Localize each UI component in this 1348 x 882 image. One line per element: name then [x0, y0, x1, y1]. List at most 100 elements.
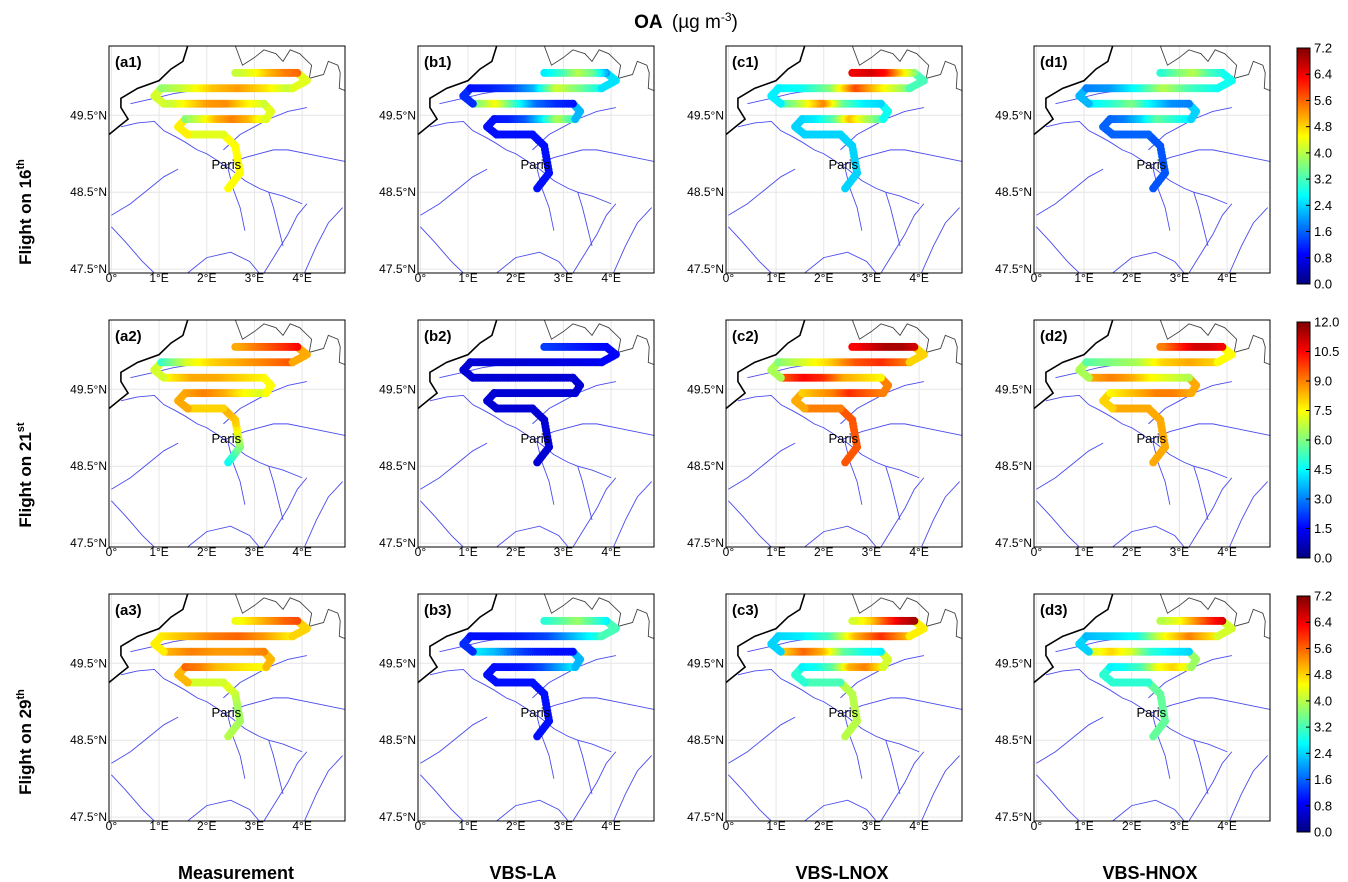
y-tick-label: 47.5°N	[687, 262, 724, 276]
country-border	[1159, 46, 1270, 92]
map-panel-d1: Paris (d1) 0° 1°E 2°E 3°E 4°E 47.5°N 48.5°N 49.5°…	[995, 45, 1271, 285]
flight-track	[767, 616, 928, 741]
x-tick-label: 4°E	[909, 819, 928, 833]
x-tick-label: 2°E	[506, 271, 525, 285]
river-line	[885, 740, 901, 795]
river-line	[844, 169, 863, 231]
river-line	[804, 799, 877, 821]
country-border	[1159, 320, 1270, 366]
flight-track	[1075, 68, 1236, 193]
river-line	[885, 192, 901, 247]
river-line	[1229, 207, 1268, 273]
y-tick-label: 48.5°N	[687, 733, 724, 747]
y-tick-label: 49.5°N	[379, 656, 416, 670]
map-frame	[1033, 593, 1271, 822]
track-point	[848, 616, 857, 625]
country-border	[851, 46, 962, 92]
x-tick-label: 3°E	[1170, 271, 1189, 285]
river-line	[880, 751, 925, 821]
track-point	[848, 68, 857, 77]
river-line	[120, 668, 303, 753]
map-panel-c2: Paris (c2) 0° 1°E 2°E 3°E 4°E 47.5°N 48.5°N 49.5°…	[687, 319, 963, 559]
river-line	[263, 477, 308, 547]
river-line	[921, 207, 960, 273]
colorbar-tick-label: 1.6	[1314, 224, 1332, 239]
river-line	[1193, 466, 1209, 521]
colorbar-tick-label: 4.8	[1314, 119, 1332, 134]
river-line	[420, 168, 488, 216]
flight-track	[459, 68, 620, 193]
river-line	[1150, 149, 1270, 166]
river-line	[572, 203, 617, 273]
river-line	[534, 149, 654, 166]
river-line	[737, 120, 920, 205]
x-tick-label: 1°E	[149, 545, 168, 559]
country-border	[234, 594, 345, 640]
river-line	[885, 466, 901, 521]
y-tick-label: 49.5°N	[379, 382, 416, 396]
colorbar-gradient	[1296, 595, 1311, 833]
river-line	[268, 466, 284, 521]
coastline	[418, 594, 498, 684]
y-tick-label: 47.5°N	[687, 536, 724, 550]
colorbar-tick-label: 0.0	[1314, 825, 1332, 840]
x-tick-label: 3°E	[1170, 819, 1189, 833]
river-line	[577, 740, 593, 795]
river-line	[263, 751, 308, 821]
flight-track	[150, 616, 311, 741]
x-tick-label: 3°E	[245, 271, 264, 285]
flight-track	[150, 68, 311, 193]
map-panels: Paris (a1) 0° 1°E 2°E 3°E 4°E 47.5°N 48.5°N 49.5°…	[70, 45, 1271, 833]
colorbar-tick-label: 4.0	[1314, 145, 1332, 160]
river-line	[429, 394, 612, 479]
coastline	[1034, 46, 1114, 136]
map-panel-a2: Paris (a2) 0° 1°E 2°E 3°E 4°E 47.5°N 48.5°N 49.5°…	[70, 319, 346, 559]
river-line	[880, 203, 925, 273]
panel-label: (d2)	[1040, 328, 1068, 345]
river-line	[420, 500, 464, 547]
colorbar-tick-label: 0.8	[1314, 250, 1332, 265]
river-line	[420, 716, 488, 764]
river-line	[1193, 192, 1209, 247]
map-panel-a3: Paris (a3) 0° 1°E 2°E 3°E 4°E 47.5°N 48.5°N 49.5°…	[70, 593, 346, 833]
city-label-paris: Paris	[212, 705, 242, 720]
map-panel-d2: Paris (d2) 0° 1°E 2°E 3°E 4°E 47.5°N 48.5°N 49.5°…	[995, 319, 1271, 559]
river-line	[1045, 394, 1228, 479]
y-tick-label: 48.5°N	[379, 459, 416, 473]
y-tick-label: 49.5°N	[70, 108, 107, 122]
river-line	[804, 251, 877, 273]
y-tick-label: 49.5°N	[995, 382, 1032, 396]
x-tick-label: 4°E	[1217, 819, 1236, 833]
river-line	[921, 481, 960, 547]
x-tick-label: 3°E	[245, 545, 264, 559]
river-line	[111, 442, 179, 490]
y-tick-label: 47.5°N	[687, 810, 724, 824]
x-tick-label: 4°E	[601, 271, 620, 285]
x-tick-label: 4°E	[1217, 545, 1236, 559]
coastline	[109, 594, 189, 684]
y-tick-label: 48.5°N	[379, 733, 416, 747]
river-line	[420, 774, 464, 821]
river-line	[225, 149, 345, 166]
colorbar-tick-label: 0.8	[1314, 798, 1332, 813]
y-tick-label: 48.5°N	[995, 185, 1032, 199]
city-label-paris: Paris	[1137, 705, 1167, 720]
river-line	[225, 697, 345, 714]
river-line	[577, 466, 593, 521]
river-line	[120, 394, 303, 479]
river-line	[536, 169, 555, 231]
y-tick-label: 47.5°N	[995, 536, 1032, 550]
x-tick-label: 2°E	[197, 819, 216, 833]
river-line	[1188, 477, 1233, 547]
y-tick-label: 47.5°N	[995, 262, 1032, 276]
panel-label: (d1)	[1040, 54, 1068, 71]
x-tick-label: 1°E	[1074, 271, 1093, 285]
x-tick-label: 1°E	[1074, 819, 1093, 833]
colorbar-tick-label: 0.0	[1314, 551, 1332, 566]
colorbar-tick-label: 3.2	[1314, 172, 1332, 187]
country-border	[543, 320, 654, 366]
river-line	[420, 442, 488, 490]
map-panel-c1: Paris (c1) 0° 1°E 2°E 3°E 4°E 47.5°N 48.5°N 49.5°…	[687, 45, 963, 285]
river-line	[420, 226, 464, 273]
river-line	[577, 192, 593, 247]
